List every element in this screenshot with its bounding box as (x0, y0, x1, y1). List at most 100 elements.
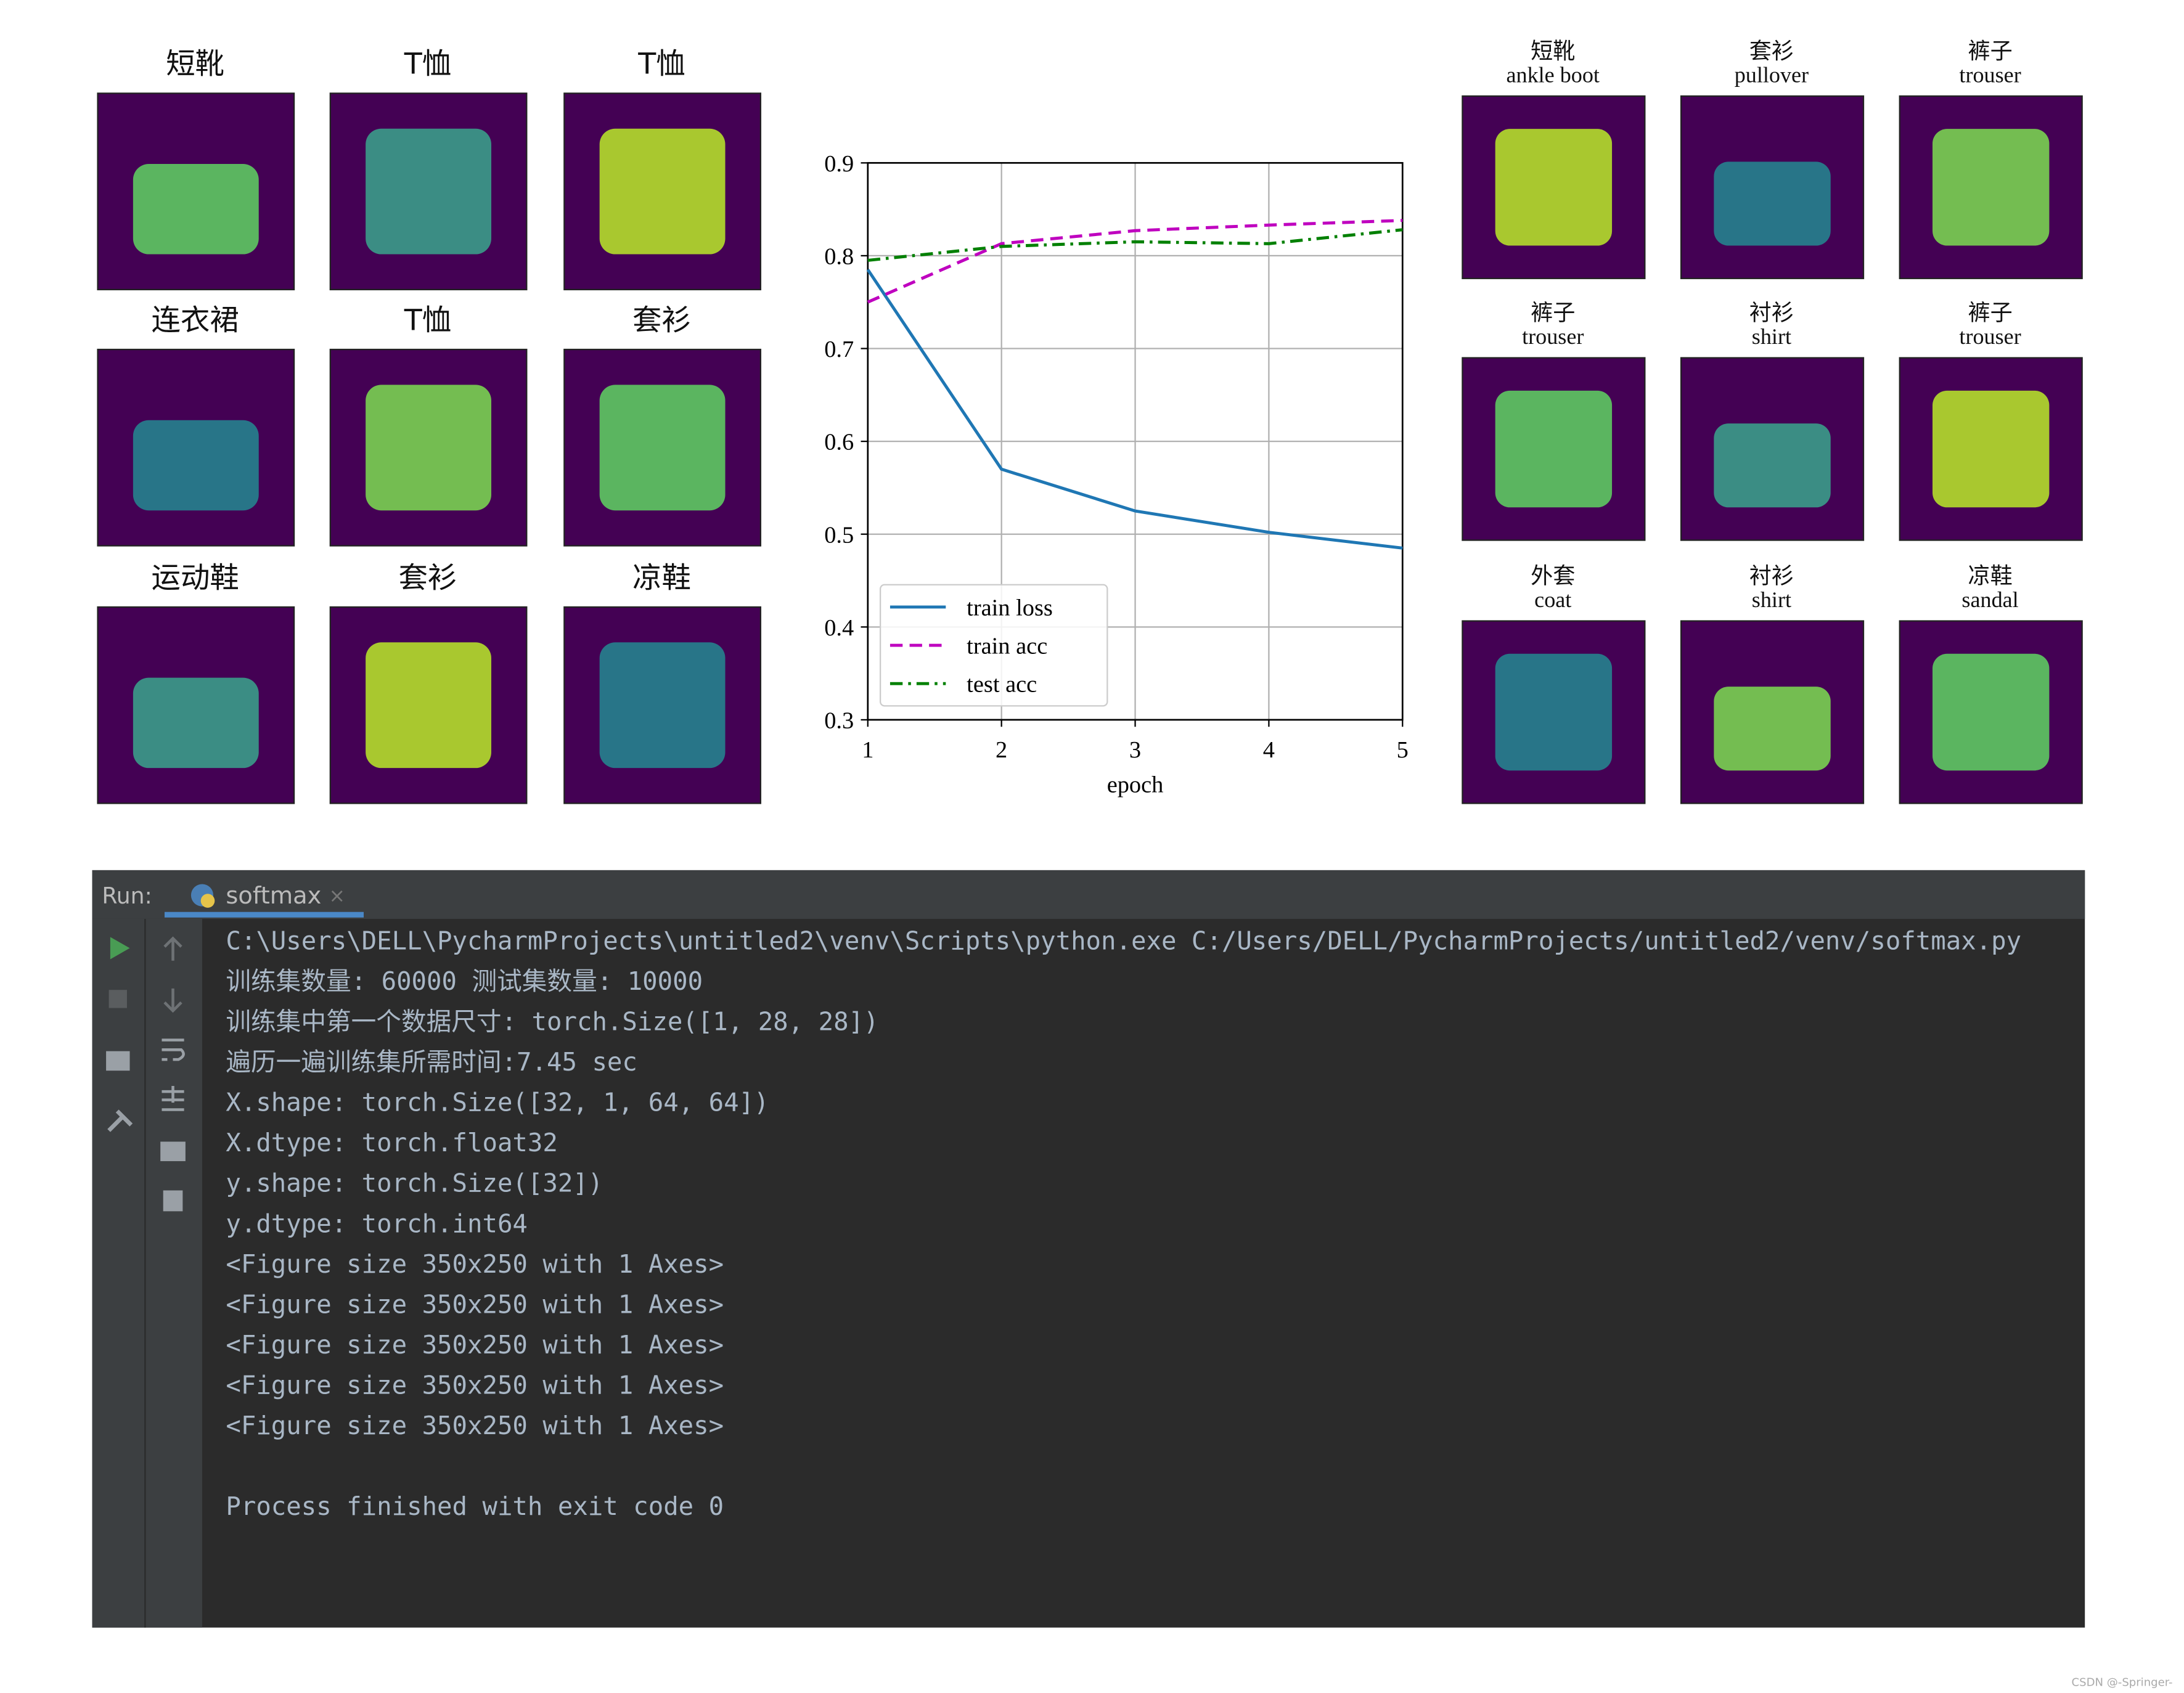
down-button[interactable] (163, 988, 182, 1013)
image-label-zh: 短靴 (1531, 38, 1575, 64)
image-label-en: shirt (1752, 324, 1791, 349)
thumbnail-item (599, 128, 726, 255)
console-line: <Figure size 350x250 with 1 Axes> (226, 1249, 724, 1279)
thumbnail-item (366, 385, 491, 511)
image-label-zh: 衬衫 (1749, 300, 1794, 326)
run-button[interactable] (110, 937, 130, 960)
image-label-zh: 外套 (1531, 563, 1575, 589)
thumbnail-item (1495, 390, 1613, 508)
legend-box (879, 584, 1108, 707)
x-tick-label: 5 (1397, 737, 1409, 763)
thumbnail-item (599, 642, 726, 769)
stop-button[interactable] (108, 990, 127, 1008)
layout-button[interactable] (106, 1051, 130, 1071)
console-header (92, 870, 2085, 919)
console-line: <Figure size 350x250 with 1 Axes> (226, 1330, 724, 1360)
image-label-en: shirt (1752, 587, 1791, 612)
image-label: 凉鞋 (632, 561, 691, 595)
y-tick-label: 0.9 (824, 151, 854, 177)
image-label: T恤 (404, 47, 451, 81)
pin-button[interactable] (107, 1109, 133, 1132)
image-label-en: sandal (1961, 587, 2018, 612)
console-line: 遍历一遍训练集所需时间:7.45 sec (226, 1047, 637, 1077)
up-button[interactable] (163, 936, 182, 961)
python-icon-part (200, 894, 215, 908)
console-line: X.shape: torch.Size([32, 1, 64, 64]) (226, 1088, 769, 1117)
y-tick-label: 0.4 (824, 615, 854, 641)
thumbnail-item (1932, 129, 2050, 246)
console-line: y.dtype: torch.int64 (226, 1209, 528, 1238)
image-label: 连衣裙 (152, 303, 239, 337)
thumbnail-item (133, 420, 259, 511)
thumbnail-item (1932, 653, 2050, 771)
console-line: X.dtype: torch.float32 (226, 1128, 557, 1157)
tab-underline (164, 912, 364, 918)
console-gutter (92, 918, 202, 1628)
image-label-zh: 套衫 (1749, 38, 1794, 64)
legend-label: train loss (967, 595, 1053, 621)
legend-label: test acc (967, 672, 1037, 698)
legend-label: train acc (967, 634, 1047, 659)
watermark: CSDN @-Springer- (2072, 1676, 2173, 1689)
plot-frame (867, 161, 1404, 721)
console-line: C:\Users\DELL\PycharmProjects\untitled2\… (226, 926, 2021, 956)
console-panel (92, 870, 2085, 1628)
thumbnail-item (366, 128, 491, 255)
x-tick-label: 3 (1129, 737, 1141, 763)
thumbnail-item (1495, 653, 1613, 771)
console-line: <Figure size 350x250 with 1 Axes> (226, 1411, 724, 1440)
image-label: 短靴 (166, 47, 224, 81)
panel-label: Run: (102, 883, 152, 909)
x-axis-label: epoch (1107, 772, 1164, 798)
console-line: 训练集数量: 60000 测试集数量: 10000 (226, 966, 703, 996)
thumbnail-item (599, 385, 726, 511)
x-tick-label: 4 (1263, 737, 1275, 763)
image-label-en: ankle boot (1506, 62, 1600, 87)
image-label: 运动鞋 (152, 561, 239, 595)
y-tick-label: 0.6 (824, 430, 854, 455)
image-label-zh: 裤子 (1968, 300, 2012, 326)
y-tick-label: 0.5 (824, 522, 854, 548)
y-tick-label: 0.8 (824, 243, 854, 269)
x-tick-label: 2 (996, 737, 1007, 763)
image-label: 套衫 (399, 561, 457, 595)
console-line: y.shape: torch.Size([32]) (226, 1169, 603, 1198)
series-line (867, 219, 1403, 304)
image-label-zh: 衬衫 (1749, 563, 1794, 589)
console-line: <Figure size 350x250 with 1 Axes> (226, 1370, 724, 1400)
image-label-en: trouser (1959, 324, 2021, 349)
y-tick-label: 0.7 (824, 337, 854, 362)
thumbnail-item (1932, 390, 2050, 508)
tab-title[interactable]: softmax (226, 882, 321, 910)
image-label: T恤 (637, 47, 685, 81)
tab-close[interactable]: × (329, 885, 346, 907)
clear-button[interactable] (163, 1190, 183, 1212)
image-label-zh: 裤子 (1531, 300, 1575, 326)
series-line (866, 269, 1403, 550)
image-label-en: coat (1534, 587, 1571, 612)
thumbnail-item (133, 677, 259, 769)
wrap-button[interactable] (162, 1038, 185, 1061)
image-label-zh: 凉鞋 (1968, 563, 2012, 589)
image-label: T恤 (404, 303, 451, 337)
thumbnail-item (133, 164, 259, 255)
console-line: 训练集中第一个数据尺寸: torch.Size([1, 28, 28]) (226, 1007, 878, 1037)
series-line (867, 228, 1403, 262)
image-label-en: trouser (1959, 62, 2021, 87)
console-line: <Figure size 350x250 with 1 Axes> (226, 1289, 724, 1319)
image-label-en: trouser (1522, 324, 1584, 349)
thumbnail-item (1714, 423, 1831, 508)
print-button[interactable] (160, 1141, 186, 1162)
image-label-zh: 裤子 (1968, 38, 2012, 64)
image-label-en: pullover (1735, 62, 1809, 87)
image-label: 套衫 (632, 303, 691, 337)
thumbnail-item (366, 642, 491, 769)
thumbnail-item (1495, 129, 1613, 246)
thumbnail-item (1714, 687, 1831, 771)
y-tick-label: 0.3 (824, 708, 854, 733)
console-exit: Process finished with exit code 0 (226, 1491, 724, 1521)
scroll-end-button[interactable] (162, 1086, 184, 1111)
thumbnail-item (1714, 161, 1831, 246)
